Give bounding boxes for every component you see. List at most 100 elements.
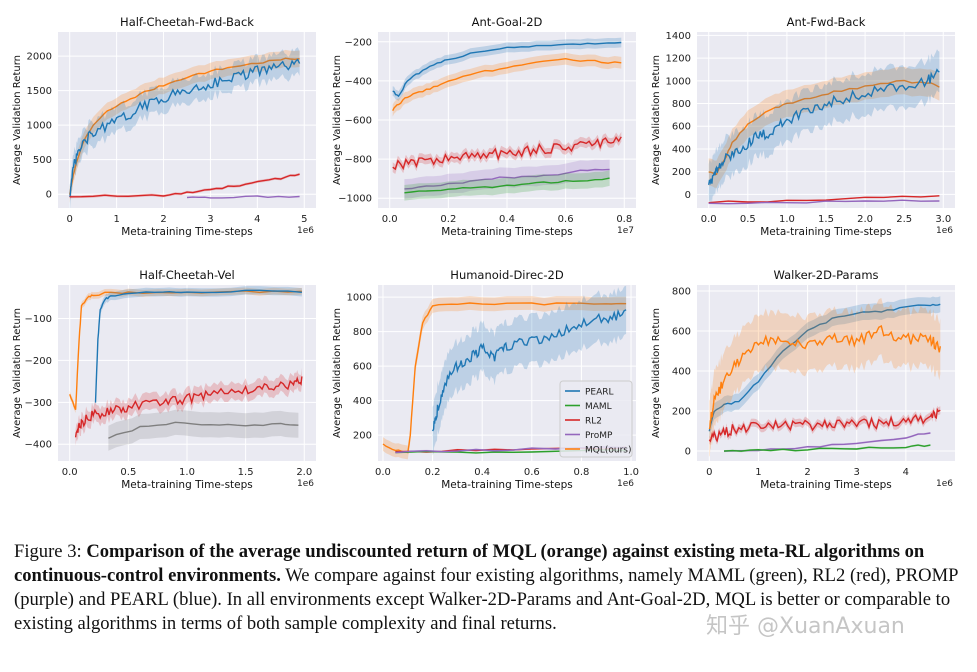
x-tick-label: 3: [207, 214, 213, 225]
y-tick-label: 400: [672, 144, 691, 155]
y-tick-label: −800: [345, 155, 372, 166]
y-tick-label: 600: [672, 122, 691, 133]
x-tick-label: 1: [755, 467, 761, 478]
caption-text: We compare against four existing algorit…: [14, 565, 958, 634]
watermark: 知乎 @XuanAxuan: [706, 614, 905, 639]
y-tick-label: 800: [672, 99, 691, 110]
series-line-rl2: [708, 407, 941, 443]
x-tick-label: 2.5: [896, 214, 912, 225]
y-tick-label: 200: [353, 431, 372, 442]
series-line-rl2: [74, 376, 303, 438]
series-line-maml: [723, 444, 931, 452]
y-axis-label: Average Validation Return: [651, 55, 662, 185]
y-tick-label: 1000: [27, 121, 52, 132]
x-tick-label: 1.5: [238, 467, 254, 478]
chart-panel-1: 0 1 2 3 4 5 0 500 1000 1500 2000 Half-Cheetah-Fwd-B…: [12, 15, 316, 238]
series-line-pearl: [708, 303, 941, 432]
series-line-mqlours: [392, 57, 622, 112]
chart-title: Half-Cheetah-Vel: [139, 268, 235, 282]
series-line-maml: [404, 177, 610, 194]
x-tick-label: 0.4: [474, 467, 490, 478]
x-tick-label: 3: [854, 467, 860, 478]
y-tick-label: 500: [33, 155, 52, 166]
series-line-rl2: [392, 136, 622, 171]
series-line-promp: [404, 168, 610, 190]
series-line-rl2: [708, 195, 940, 204]
x-axis-label: Meta-training Time-steps: [121, 226, 253, 238]
y-tick-label: 600: [353, 362, 372, 373]
x-tick-label: 0.0: [701, 214, 717, 225]
x-tick-label: 0.6: [524, 467, 540, 478]
x-offset-label: 1e6: [297, 226, 314, 236]
x-offset-label: 1e6: [936, 226, 953, 236]
y-tick-label: −600: [345, 116, 372, 127]
y-tick-label: 1200: [666, 54, 691, 65]
series-band-mqlours: [69, 49, 300, 204]
series-band-mqlours: [708, 66, 940, 188]
legend-label: PEARL: [585, 388, 614, 398]
chart-panel-5: 0.0 0.2 0.4 0.6 0.8 1.0 200 400 600 800 1000 Humano…: [332, 268, 639, 491]
x-tick-label: 1: [113, 214, 119, 225]
y-tick-label: 0: [685, 190, 691, 201]
chart-title: Humanoid-Direc-2D: [450, 268, 564, 282]
chart-panel-2: 0.0 0.2 0.4 0.6 0.8 −1000 −800 −600 −400 −200 Ant-…: [332, 15, 636, 238]
series-line-rl2: [69, 173, 300, 198]
caption-bold: Comparison of the average undiscounted r…: [14, 541, 925, 586]
x-tick-label: 2: [160, 214, 166, 225]
x-tick-label: 0.4: [499, 214, 515, 225]
series-band-pearl: [709, 296, 941, 440]
y-tick-label: 1500: [27, 86, 52, 97]
chart-title: Walker-2D-Params: [773, 268, 878, 282]
series-line-pearl: [69, 58, 301, 198]
caption-label: Figure 3:: [14, 541, 82, 562]
y-tick-label: 200: [672, 167, 691, 178]
x-tick-label: 0.0: [62, 467, 78, 478]
x-axis-label: Meta-training Time-steps: [121, 479, 253, 491]
series-line-promp: [186, 195, 300, 199]
x-tick-label: 1.0: [623, 467, 639, 478]
chart-title: Ant-Fwd-Back: [787, 15, 866, 29]
x-offset-label: 1e7: [617, 226, 634, 236]
x-tick-label: 0.0: [382, 214, 398, 225]
x-offset-label: 1e6: [936, 479, 953, 489]
chart-panel-3: 0.0 0.5 1.0 1.5 2.0 2.5 3.0 0 200 400 600 800 1000 12…: [651, 15, 955, 238]
y-tick-label: −100: [25, 314, 52, 325]
y-axis-label: Average Validation Return: [332, 55, 343, 185]
y-tick-label: −1000: [338, 194, 372, 205]
x-tick-label: 4: [903, 467, 909, 478]
series-line-pearl: [708, 68, 940, 186]
legend-label: MQL(ours): [585, 446, 632, 456]
y-tick-label: −300: [25, 398, 52, 409]
series-band-pearl: [69, 47, 300, 208]
y-tick-label: 0: [685, 447, 691, 458]
plot-area: [69, 47, 301, 208]
x-axis-label: Meta-training Time-steps: [441, 479, 573, 491]
x-tick-label: 0.2: [440, 214, 456, 225]
figure-caption: Figure 3: Comparison of the average undi…: [14, 540, 964, 636]
plot-background: [697, 285, 955, 461]
x-tick-label: 0: [67, 214, 73, 225]
x-tick-label: 0.0: [375, 467, 391, 478]
chart-panel-6: 0 1 2 3 4 0 200 400 600 800 Walker-2D-Params Meta-t…: [651, 268, 955, 491]
y-tick-label: 2000: [27, 52, 52, 63]
series-line-pearl: [431, 308, 627, 432]
plot-area: [69, 286, 303, 451]
series-band-pearl: [95, 286, 302, 407]
y-tick-label: 600: [672, 327, 691, 338]
x-tick-label: 2: [804, 467, 810, 478]
x-tick-label: 0.2: [425, 467, 441, 478]
x-tick-label: 2.0: [296, 467, 312, 478]
chart-title: Ant-Goal-2D: [472, 15, 543, 29]
x-axis-label: Meta-training Time-steps: [760, 479, 892, 491]
series-band-mqlours: [392, 52, 622, 117]
x-tick-label: 0.5: [740, 214, 756, 225]
x-tick-label: 1.5: [818, 214, 834, 225]
x-tick-label: 0.5: [120, 467, 136, 478]
y-axis-label: Average Validation Return: [332, 308, 343, 438]
figure-panels: 0 1 2 3 4 50500100015002000Half-Cheetah-Fwd-B…: [12, 15, 955, 491]
legend-box: [559, 380, 633, 458]
x-offset-label: 1e6: [617, 479, 634, 489]
x-tick-label: 2.0: [857, 214, 873, 225]
legend-label: RL2: [585, 417, 602, 427]
y-tick-label: 400: [353, 396, 372, 407]
